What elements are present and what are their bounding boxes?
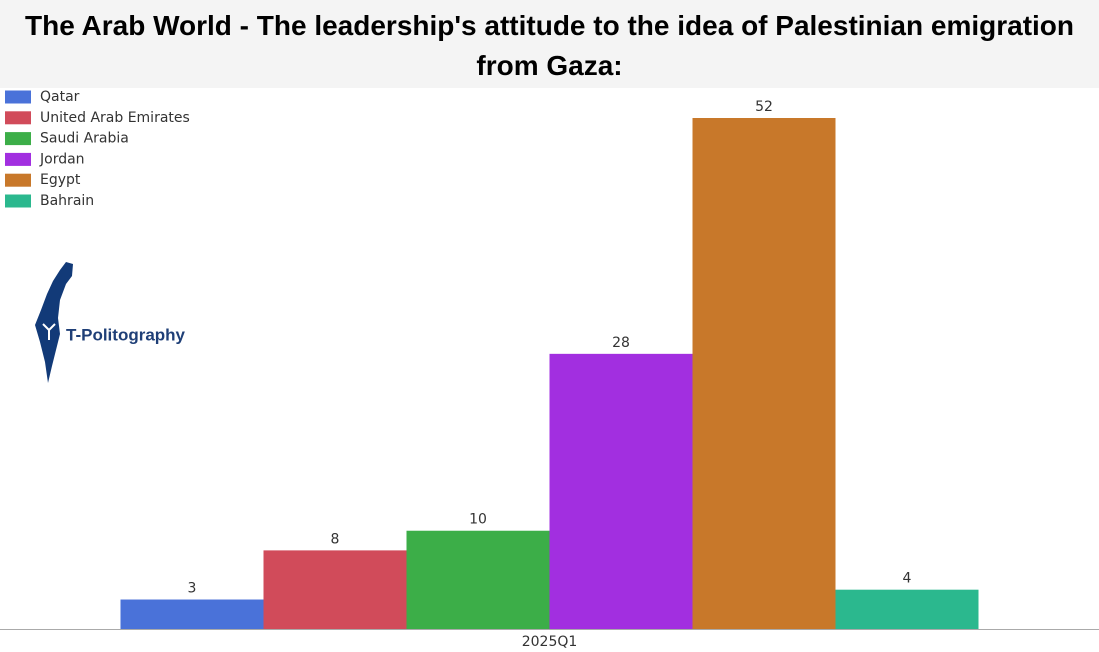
legend-swatch — [5, 111, 31, 125]
legend-swatch — [5, 90, 31, 104]
logo-text: T-Politography — [66, 325, 186, 344]
legend-swatch — [5, 132, 31, 146]
legend-label: Jordan — [39, 151, 85, 167]
legend-swatch — [5, 173, 31, 187]
title-bar: The Arab World - The leadership's attitu… — [0, 0, 1099, 88]
logo: T-Politography — [35, 262, 186, 383]
legend-label: United Arab Emirates — [40, 110, 190, 126]
logo-icon — [42, 323, 56, 340]
legend-label: Egypt — [40, 172, 81, 188]
data-label: 8 — [331, 531, 340, 547]
chart-title: The Arab World - The leadership's attitu… — [24, 10, 1075, 81]
bar — [692, 118, 836, 629]
legend-label: Qatar — [40, 89, 80, 105]
bar — [549, 353, 693, 629]
data-label: 3 — [188, 581, 197, 597]
legend-swatch — [5, 194, 31, 208]
data-label: 10 — [469, 512, 487, 528]
data-label: 52 — [755, 99, 773, 115]
legend-label: Bahrain — [40, 193, 94, 209]
bar — [263, 550, 407, 629]
bar — [406, 530, 550, 629]
data-label: 4 — [903, 571, 912, 587]
data-label: 28 — [612, 335, 630, 351]
logo-map — [35, 262, 73, 383]
bar — [120, 599, 264, 629]
x-tick-label: 2025Q1 — [522, 634, 578, 650]
bar — [835, 589, 979, 629]
legend-swatch — [5, 152, 31, 166]
legend-label: Saudi Arabia — [40, 131, 129, 147]
